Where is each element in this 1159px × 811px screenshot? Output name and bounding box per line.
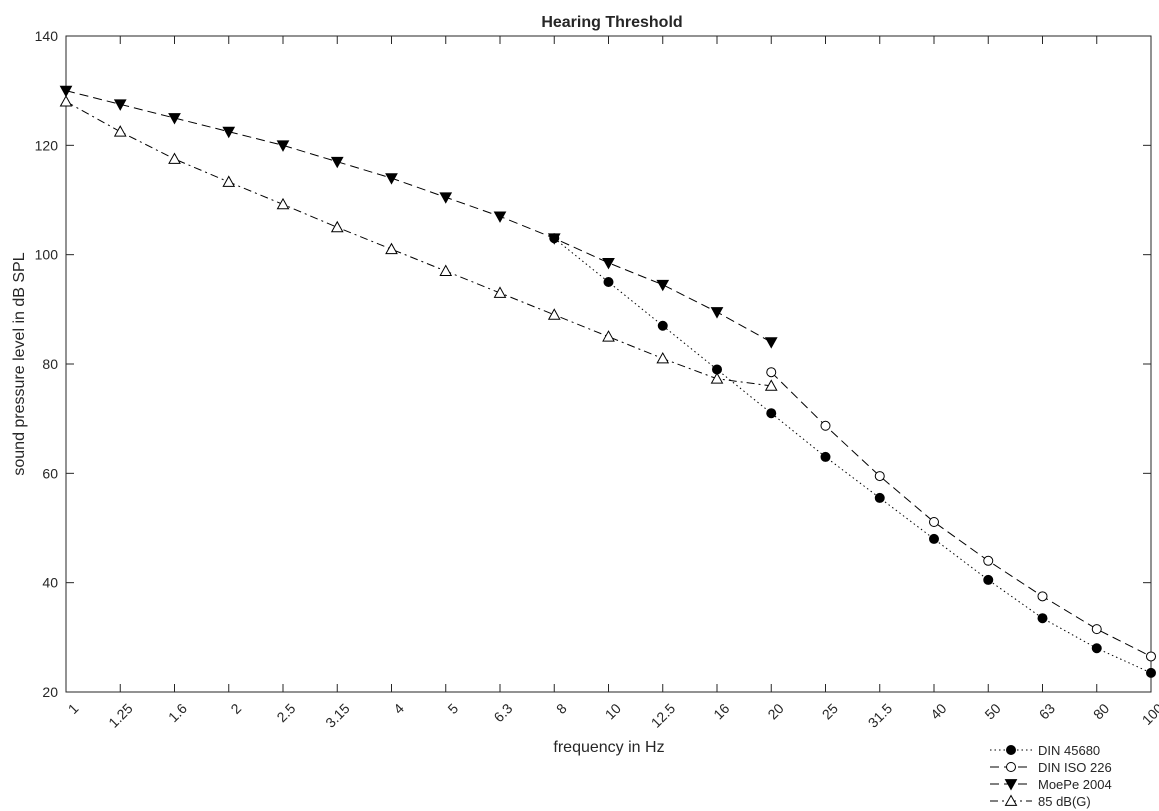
data-point — [764, 379, 778, 391]
legend-marker — [1006, 762, 1016, 772]
series-2 — [59, 85, 778, 349]
x-tick-label: 1.25 — [105, 700, 136, 731]
data-point — [764, 337, 778, 349]
x-tick-label: 12.5 — [648, 700, 679, 731]
legend: DIN 45680 DIN ISO 226 MoePe 2004 85 dB(G) — [990, 743, 1112, 809]
y-axis-label: sound pressure level in dB SPL — [11, 252, 28, 475]
data-point — [547, 233, 561, 245]
data-point — [603, 277, 614, 287]
data-point — [493, 211, 507, 223]
data-point — [330, 220, 344, 233]
data-point — [710, 372, 724, 384]
data-point — [276, 140, 290, 152]
data-point — [222, 126, 236, 139]
data-point — [983, 574, 994, 585]
x-tick-label: 50 — [981, 700, 1003, 722]
plot-area — [65, 35, 1152, 693]
data-point — [439, 192, 453, 204]
data-point — [602, 257, 615, 270]
data-point — [1146, 667, 1156, 678]
data-point — [330, 156, 344, 169]
x-tick-label: 3.15 — [322, 700, 353, 731]
data-point — [657, 320, 668, 331]
legend-marker — [1004, 779, 1018, 791]
x-tick-label: 8 — [553, 700, 570, 717]
data-point — [276, 197, 290, 210]
x-tick-label: 4 — [390, 700, 407, 717]
x-tick-label: 80 — [1090, 700, 1112, 722]
data-point — [168, 152, 181, 164]
data-point — [1037, 613, 1048, 624]
y-tick-label: 120 — [35, 137, 59, 153]
data-point — [820, 451, 831, 462]
data-point — [547, 308, 561, 320]
y-axis: 20 40 60 80 100 120 140 — [35, 28, 1151, 700]
data-point — [59, 95, 73, 107]
data-point — [385, 173, 398, 185]
data-point — [1037, 591, 1048, 602]
data-point — [493, 286, 507, 298]
x-tick-label: 100 — [1139, 700, 1159, 728]
data-point — [1146, 651, 1156, 662]
legend-label: DIN ISO 226 — [1038, 760, 1112, 775]
data-point — [1091, 643, 1102, 654]
series-line — [65, 101, 772, 387]
legend-label: DIN 45680 — [1038, 743, 1100, 758]
series-1 — [766, 367, 1156, 662]
x-tick-label: 63 — [1036, 700, 1058, 722]
data-point — [222, 175, 236, 187]
y-tick-label: 100 — [35, 247, 59, 263]
legend-marker — [1006, 745, 1016, 755]
data-point — [59, 85, 73, 98]
data-point — [983, 555, 994, 566]
data-point — [385, 242, 398, 255]
x-axis-label: frequency in Hz — [553, 739, 664, 756]
series-line — [770, 371, 1152, 657]
x-tick-label: 20 — [764, 700, 786, 722]
data-point — [113, 125, 127, 137]
y-tick-label: 80 — [42, 356, 58, 372]
data-point — [820, 420, 831, 431]
data-point — [168, 113, 181, 125]
x-tick-label: 2.5 — [273, 700, 298, 725]
data-point — [1091, 624, 1102, 635]
x-tick-label: 6.3 — [490, 700, 515, 725]
y-tick-label: 60 — [42, 465, 58, 481]
x-tick-label: 10 — [602, 700, 624, 722]
x-tick-label: 1.6 — [165, 700, 190, 725]
data-point — [766, 367, 777, 378]
data-point — [602, 330, 615, 342]
legend-marker — [1004, 794, 1018, 806]
data-point — [929, 533, 939, 544]
legend-label: 85 dB(G) — [1038, 794, 1091, 809]
chart-title: Hearing Threshold — [541, 14, 682, 31]
series-3 — [59, 95, 778, 391]
x-tick-label: 16 — [710, 700, 732, 722]
x-tick-label: 25 — [819, 700, 841, 722]
x-tick-label: 31.5 — [865, 700, 896, 731]
data-point — [710, 307, 724, 319]
x-tick-label: 1 — [65, 700, 82, 717]
y-tick-label: 40 — [42, 575, 58, 591]
data-point — [874, 471, 885, 482]
x-tick-label: 2 — [227, 700, 244, 717]
x-tick-label: 40 — [927, 700, 949, 722]
series-layer — [59, 85, 1156, 678]
y-tick-label: 140 — [35, 28, 59, 44]
y-tick-label: 20 — [42, 684, 58, 700]
legend-label: MoePe 2004 — [1038, 777, 1112, 792]
data-point — [874, 492, 885, 503]
x-tick-label: 5 — [444, 700, 461, 717]
data-point — [656, 352, 670, 364]
data-point — [929, 516, 939, 527]
data-point — [113, 99, 127, 111]
data-point — [656, 279, 670, 292]
data-point — [439, 264, 453, 276]
data-point — [766, 408, 777, 419]
series-line — [65, 90, 772, 343]
